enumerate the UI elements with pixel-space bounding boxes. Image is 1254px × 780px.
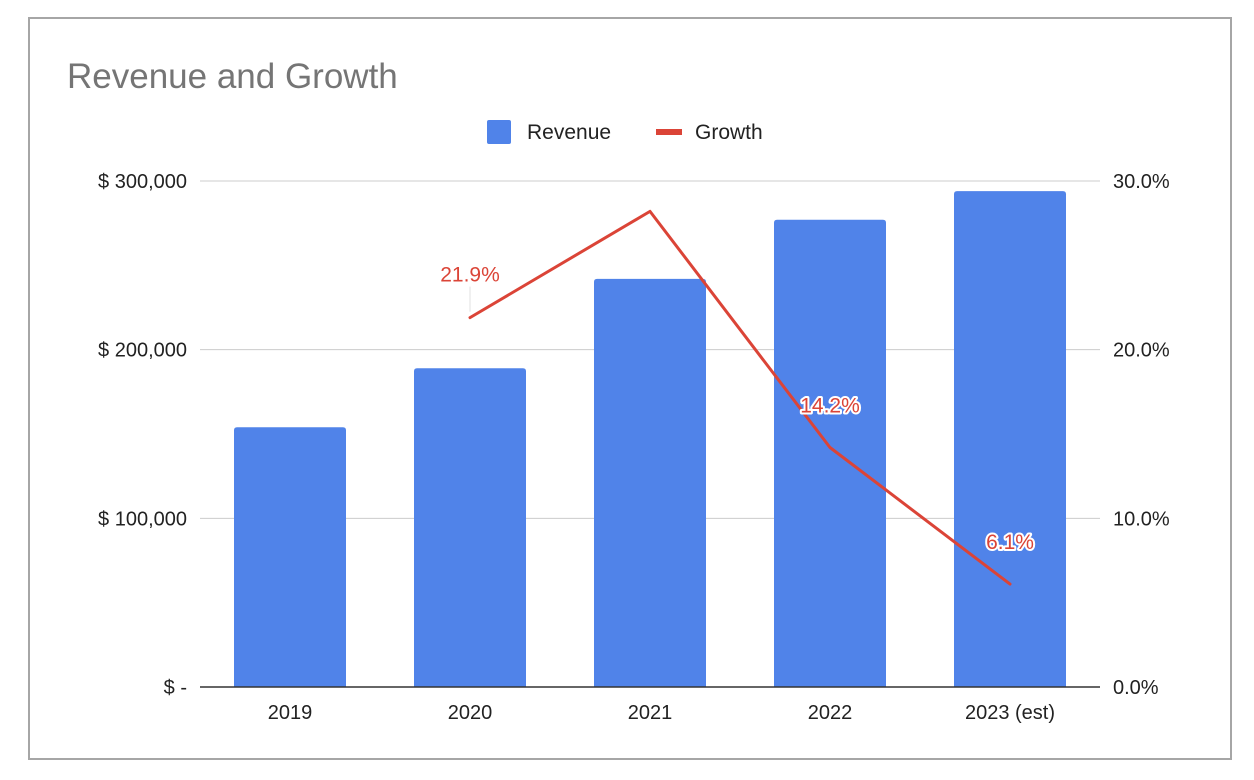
legend-label-revenue: Revenue: [527, 121, 611, 144]
growth-data-labels: 21.9% 14.2% 6.1%: [440, 264, 1036, 556]
right-tick-label: 0.0%: [1113, 677, 1159, 699]
revenue-bar-2023: [954, 191, 1066, 687]
revenue-bar-2022: [774, 219, 886, 687]
left-tick-label: $ 300,000: [98, 171, 187, 193]
right-tick-label: 30.0%: [1113, 171, 1170, 193]
growth-line: [468, 209, 1012, 586]
left-tick-label: $ -: [164, 677, 187, 699]
chart-legend: Revenue Growth: [487, 120, 763, 144]
growth-data-label: 21.9%: [440, 264, 500, 287]
legend-swatch-revenue: [487, 120, 511, 144]
x-tick-label: 2023 (est): [965, 702, 1055, 724]
x-tick-label: 2020: [448, 702, 493, 724]
legend-swatch-growth: [656, 129, 682, 135]
legend-item-revenue: Revenue: [487, 120, 611, 144]
x-axis-ticks: 2019 2020 2021 2022 2023 (est): [268, 702, 1055, 724]
growth-line-layer: [468, 209, 1012, 586]
right-axis-ticks: 0.0% 10.0% 20.0% 30.0%: [1113, 171, 1170, 699]
x-tick-label: 2019: [268, 702, 313, 724]
x-tick-label: 2021: [628, 702, 673, 724]
x-tick-label: 2022: [808, 702, 853, 724]
right-tick-label: 20.0%: [1113, 340, 1170, 362]
growth-data-label: 6.1%: [986, 531, 1034, 554]
revenue-bars: [234, 191, 1066, 687]
chart-title: Revenue and Growth: [67, 57, 398, 96]
legend-label-growth: Growth: [695, 121, 763, 144]
growth-data-label: 14.2%: [800, 394, 860, 417]
right-tick-label: 10.0%: [1113, 508, 1170, 530]
left-tick-label: $ 200,000: [98, 340, 187, 362]
revenue-bar-2019: [234, 427, 346, 687]
revenue-bar-2021: [594, 278, 706, 687]
revenue-bar-2020: [414, 368, 526, 687]
left-axis-ticks: $ - $ 100,000 $ 200,000 $ 300,000: [98, 171, 187, 699]
legend-item-growth: Growth: [656, 121, 763, 144]
left-tick-label: $ 100,000: [98, 508, 187, 530]
